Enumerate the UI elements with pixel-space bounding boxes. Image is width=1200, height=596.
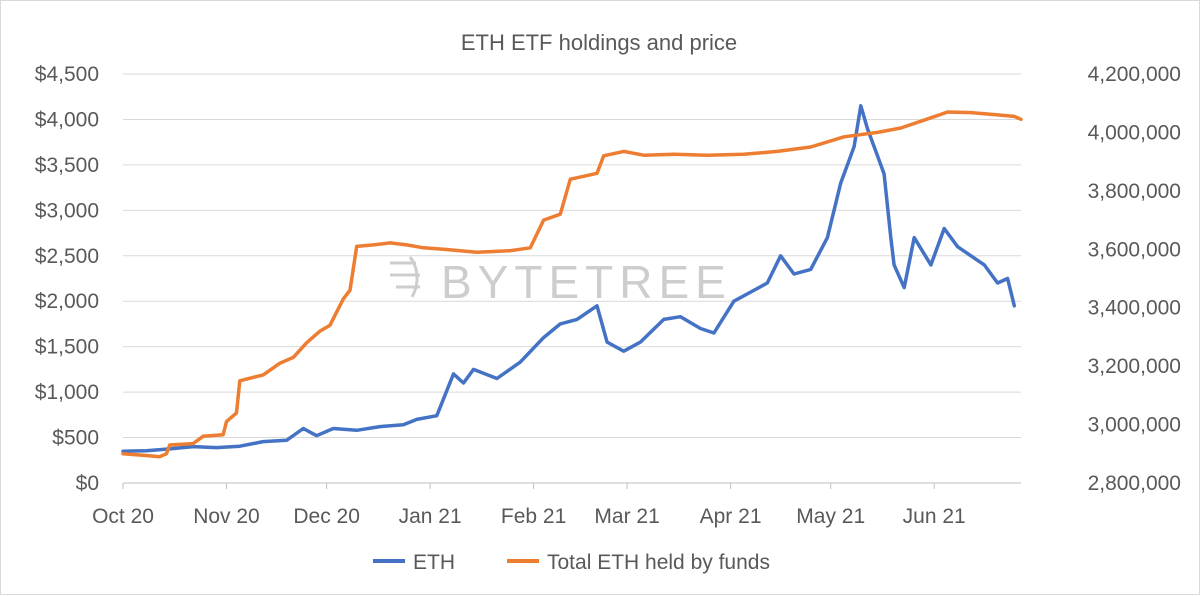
right-tick-label: 3,600,000 (1088, 238, 1181, 261)
left-tick-label: $0 (76, 472, 99, 495)
legend-label-eth: ETH (413, 551, 455, 574)
x-tick-label: Apr 21 (700, 505, 762, 528)
left-tick-label: $3,000 (35, 199, 99, 222)
x-tick-label: Mar 21 (594, 505, 659, 528)
left-tick-label: $2,000 (35, 290, 99, 313)
x-tick-label: Jun 21 (903, 505, 966, 528)
left-tick-label: $2,500 (35, 245, 99, 268)
right-tick-label: 3,200,000 (1088, 355, 1181, 378)
series-line-funds (121, 110, 1023, 459)
right-tick-label: 4,000,000 (1088, 121, 1181, 144)
left-tick-label: $4,000 (35, 108, 99, 131)
chart-title: ETH ETF holdings and price (461, 30, 737, 55)
x-tick-label: Oct 20 (92, 505, 154, 528)
left-tick-label: $500 (52, 427, 99, 450)
left-axis-ticks: $0 $500 $1,000 $1,500 $2,000 $2,500 $3,000 $3,5… (35, 63, 99, 495)
x-tick-label: Nov 20 (193, 505, 260, 528)
series-lines (121, 104, 1023, 459)
right-tick-label: 3,400,000 (1088, 297, 1181, 320)
left-tick-label: $3,500 (35, 154, 99, 177)
left-tick-label: $1,000 (35, 381, 99, 404)
bytetree-logo-icon (390, 256, 420, 298)
x-tick-label: Dec 20 (293, 505, 360, 528)
bytetree-watermark: BYTETREE (390, 256, 732, 308)
x-axis-ticks: Oct 20 Nov 20 Dec 20 Jan 21 Feb 21 Mar 21 Apr … (92, 505, 966, 528)
right-tick-label: 4,200,000 (1088, 63, 1181, 86)
right-axis-ticks: 2,800,000 3,000,000 3,200,000 3,400,000 3,60… (1088, 63, 1181, 495)
legend-label-funds: Total ETH held by funds (547, 551, 770, 574)
right-tick-label: 3,800,000 (1088, 180, 1181, 203)
left-tick-label: $1,500 (35, 336, 99, 359)
watermark-text: BYTETREE (441, 256, 732, 308)
x-tick-label: May 21 (796, 505, 865, 528)
left-tick-label: $4,500 (35, 63, 99, 86)
right-tick-label: 2,800,000 (1088, 472, 1181, 495)
right-tick-label: 3,000,000 (1088, 414, 1181, 437)
legend: ETH Total ETH held by funds (373, 551, 770, 574)
x-tick-label: Jan 21 (399, 505, 462, 528)
x-tick-label: Feb 21 (501, 505, 566, 528)
gridlines (122, 73, 1021, 489)
series-line-eth (121, 104, 1017, 453)
